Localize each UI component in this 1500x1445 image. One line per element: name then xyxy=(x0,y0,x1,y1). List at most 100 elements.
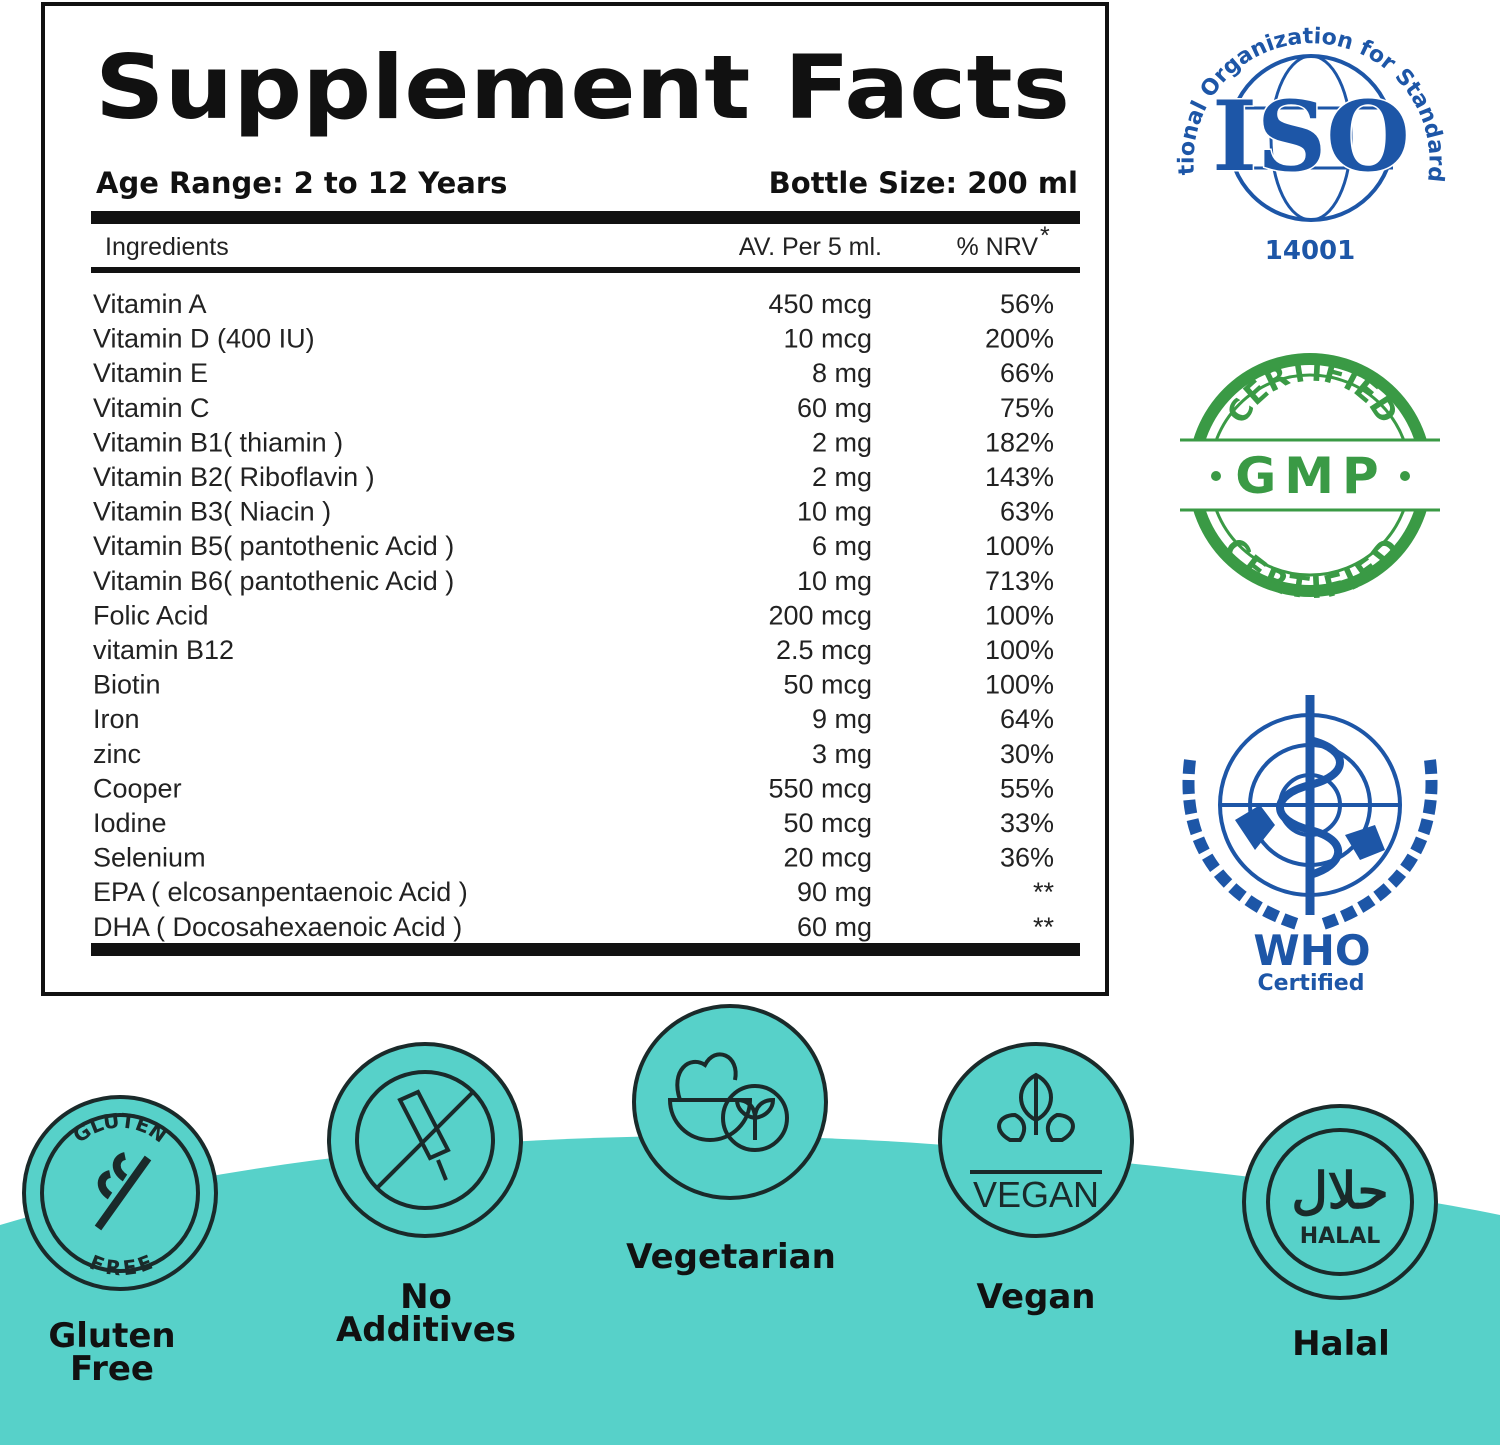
ingredient: Biotin xyxy=(93,670,161,700)
amount: 9 mg xyxy=(812,704,872,734)
halal-ring xyxy=(1266,1128,1414,1276)
ingredient: zinc xyxy=(93,739,141,769)
who-mark: WHO xyxy=(1253,926,1370,975)
vegan-icon xyxy=(938,1042,1134,1238)
ingredient: Vitamin B3( Niacin ) xyxy=(93,497,331,527)
amount: 8 mg xyxy=(812,358,872,388)
amount: 3 mg xyxy=(812,739,872,769)
nrv: 33% xyxy=(1000,808,1054,838)
badge-label: Halal xyxy=(1292,1324,1390,1364)
column-header: Ingredients xyxy=(105,233,229,261)
ingredient: Iodine xyxy=(93,808,167,838)
who-laurel xyxy=(1182,759,1438,931)
ingredient: Vitamin E xyxy=(93,358,208,388)
nrv: 182% xyxy=(985,427,1054,457)
gmp-center: GMP xyxy=(1235,447,1386,505)
amount: 60 mg xyxy=(797,912,872,942)
nrv: 100% xyxy=(985,670,1054,700)
badge-label: Gluten xyxy=(48,1316,175,1356)
iso-globe xyxy=(1269,54,1353,222)
amount: 60 mg xyxy=(797,393,872,423)
amount: 10 mg xyxy=(797,497,872,527)
ingredient: DHA ( Docosahexaenoic Acid ) xyxy=(93,912,462,942)
ingredient: EPA ( elcosanpentaenoic Acid ) xyxy=(93,877,468,907)
age-range: Age Range: 2 to 12 Years xyxy=(96,166,507,200)
bottle-size: Bottle Size: 200 ml xyxy=(769,166,1078,200)
amount: 50 mcg xyxy=(783,808,872,838)
iso-number: 14001 xyxy=(1265,236,1355,266)
nrv-mark: * xyxy=(1040,222,1050,250)
badge-label: Free xyxy=(70,1349,154,1389)
ingredient: Iron xyxy=(93,704,140,734)
ingredient: Vitamin B5( pantothenic Acid ) xyxy=(93,531,454,561)
badge-label: Additives xyxy=(336,1310,516,1350)
no-additives-slash xyxy=(375,1090,475,1190)
nrv: 36% xyxy=(1000,843,1054,873)
halal-icon xyxy=(1242,1104,1438,1300)
gluten-free-ring xyxy=(40,1113,200,1273)
table-rows: Vitamin A 450 mcg 56% Vitamin D (400 IU) 10 … xyxy=(93,289,1054,942)
nrv: 64% xyxy=(1000,704,1054,734)
nrv: 143% xyxy=(985,462,1054,492)
amount: 10 mg xyxy=(797,566,872,596)
amount: 6 mg xyxy=(812,531,872,561)
nrv: 200% xyxy=(985,324,1054,354)
amount: 10 mcg xyxy=(783,324,872,354)
nrv: 55% xyxy=(1000,773,1054,803)
badge-label: No xyxy=(400,1277,452,1317)
nrv: 75% xyxy=(1000,393,1054,423)
gmp-band xyxy=(1180,440,1440,510)
vegan-icon-text: VEGAN xyxy=(973,1174,1099,1215)
facts-box xyxy=(41,2,1109,996)
halal-icon-text: HALAL xyxy=(1300,1224,1381,1249)
who-caption: Certified xyxy=(1258,971,1365,996)
amount: 20 mcg xyxy=(783,843,872,873)
who-serpent xyxy=(1276,736,1344,879)
no-additives-ring xyxy=(355,1070,495,1210)
nrv: ** xyxy=(1033,877,1055,907)
badge-label: Vegan xyxy=(977,1277,1096,1317)
nrv: 100% xyxy=(985,600,1054,630)
ingredient: Cooper xyxy=(93,773,182,803)
amount: 50 mcg xyxy=(783,670,872,700)
amount: 2.5 mcg xyxy=(776,635,872,665)
column-header: % NRV xyxy=(956,233,1038,261)
ingredient: Selenium xyxy=(93,843,206,873)
ingredient: Vitamin C xyxy=(93,393,210,423)
nrv: 100% xyxy=(985,635,1054,665)
nrv: 56% xyxy=(1000,289,1054,319)
gmp-dot xyxy=(1211,471,1221,481)
iso-mark: ISO xyxy=(1212,80,1410,193)
who-continents xyxy=(1235,805,1385,860)
halal-arabic: حلال xyxy=(1291,1161,1388,1220)
amount: 2 mg xyxy=(812,427,872,457)
thick-rule xyxy=(91,943,1080,956)
who-logo xyxy=(1182,695,1438,931)
gmp-dot xyxy=(1400,471,1410,481)
gmp-logo: CERTIFIED GMP CERTIFIED xyxy=(1180,353,1440,606)
ingredient: Vitamin A xyxy=(93,289,207,319)
thin-rule xyxy=(91,267,1080,273)
amount: 450 mcg xyxy=(768,289,872,319)
nrv: ** xyxy=(1033,912,1055,942)
ingredient: vitamin B12 xyxy=(93,635,234,665)
column-header: AV. Per 5 ml. xyxy=(739,233,882,261)
badge-label: Vegetarian xyxy=(626,1237,836,1277)
thick-rule xyxy=(91,211,1080,224)
amount: 550 mcg xyxy=(768,773,872,803)
wheat xyxy=(94,1152,152,1231)
dropper xyxy=(397,1089,451,1181)
nrv: 30% xyxy=(1000,739,1054,769)
ingredient: Vitamin B2( Riboflavin ) xyxy=(93,462,375,492)
ingredient: Vitamin B6( pantothenic Acid ) xyxy=(93,566,454,596)
ingredient: Vitamin D (400 IU) xyxy=(93,324,315,354)
nrv: 100% xyxy=(985,531,1054,561)
facts-title: Supplement Facts xyxy=(95,36,1070,139)
sprout-ring xyxy=(721,1084,789,1152)
amount: 200 mcg xyxy=(768,600,872,630)
ingredient: Vitamin B1( thiamin ) xyxy=(93,427,343,457)
nrv: 66% xyxy=(1000,358,1054,388)
amount: 90 mg xyxy=(797,877,872,907)
